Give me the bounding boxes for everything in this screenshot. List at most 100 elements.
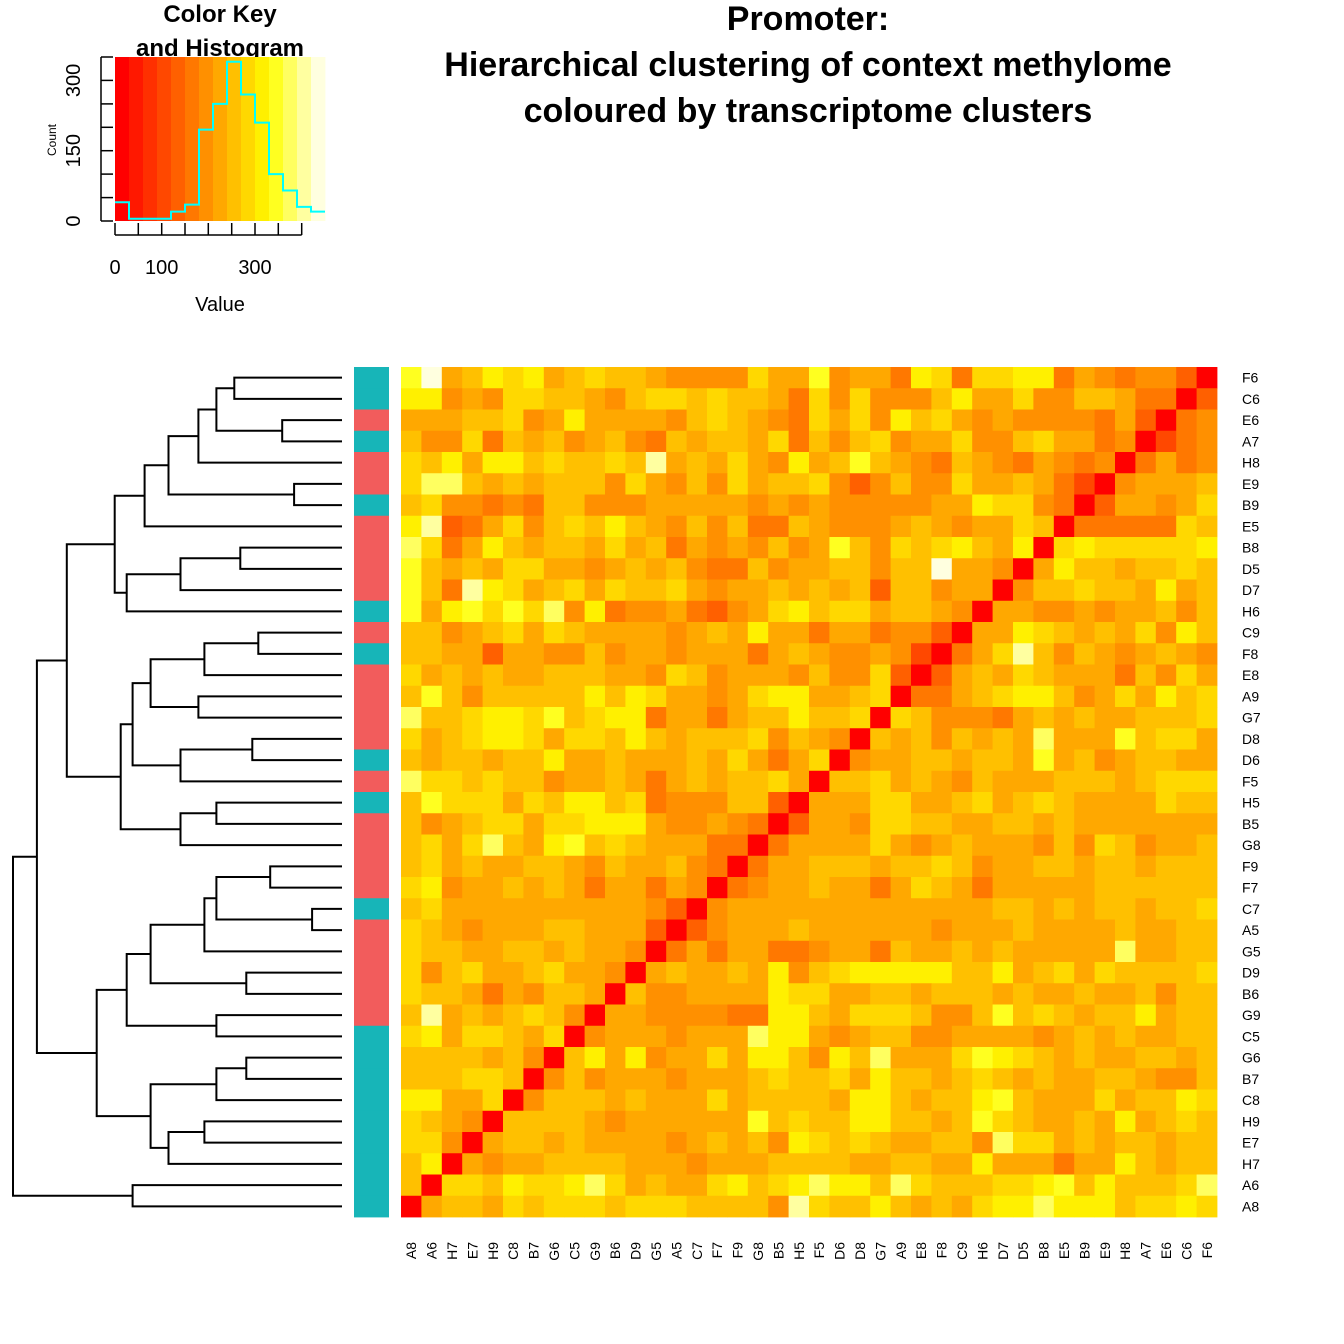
heatmap-cell: [1074, 1153, 1095, 1175]
heatmap-cell: [523, 600, 545, 623]
heatmap-cell: [788, 1089, 810, 1112]
heatmap-cell: [788, 430, 810, 453]
heatmap-cell: [768, 1132, 789, 1154]
heatmap-cell: [829, 537, 851, 559]
heatmap-cell: [1196, 537, 1218, 559]
heatmap-cell: [1176, 707, 1197, 729]
heatmap-cell: [911, 813, 932, 835]
dendrogram-branch: [245, 1056, 342, 1080]
heatmap-cell: [543, 1174, 565, 1197]
color-key-gradient: [115, 57, 326, 221]
row-side-color: [354, 558, 389, 580]
heatmap-cell: [1135, 1110, 1157, 1133]
heatmap-cell: [992, 877, 1014, 899]
row-label: A5: [1242, 922, 1259, 938]
row-side-color: [354, 813, 389, 835]
heatmap-cell: [564, 940, 585, 963]
heatmap-cell: [931, 1068, 953, 1090]
heatmap-cell: [809, 770, 830, 793]
heatmap-cell: [829, 1195, 851, 1218]
column-label: A5: [668, 1242, 684, 1259]
heatmap-cell: [992, 1068, 1014, 1090]
heatmap-cell: [707, 1174, 728, 1197]
heatmap-cell: [543, 962, 565, 984]
heatmap-cell: [462, 855, 483, 878]
row-label: G8: [1242, 837, 1261, 853]
heatmap-cell: [503, 1089, 524, 1112]
dendrogram-branch: [149, 1083, 217, 1149]
heatmap-cell: [707, 834, 728, 857]
heatmap-cell: [1074, 430, 1095, 453]
heatmap-cell: [605, 749, 626, 772]
heatmap-cell: [503, 1195, 524, 1218]
row-side-color: [354, 430, 389, 453]
heatmap-cell: [707, 792, 728, 814]
row-label: E8: [1242, 667, 1259, 683]
heatmap-cell: [809, 1153, 830, 1175]
heatmap-cell: [951, 473, 973, 495]
row-label: B7: [1242, 1071, 1259, 1087]
heatmap-cell: [1196, 1004, 1218, 1027]
heatmap-cell: [1094, 409, 1116, 432]
heatmap-cell: [584, 898, 606, 920]
heatmap-cell: [482, 537, 504, 559]
heatmap-cell: [972, 1025, 993, 1048]
heatmap-cell: [1155, 749, 1177, 772]
heatmap-cell: [911, 643, 932, 665]
heatmap-cell: [1053, 367, 1075, 389]
heatmap-cell: [543, 452, 565, 474]
heatmap-cell: [788, 962, 810, 984]
heatmap-cell: [972, 1132, 993, 1154]
heatmap-cell: [707, 728, 728, 750]
heatmap-cell: [645, 855, 667, 878]
heatmap-cell: [829, 770, 851, 793]
heatmap-cell: [931, 749, 953, 772]
heatmap-cell: [605, 600, 626, 623]
heatmap-cell: [1094, 962, 1116, 984]
heatmap-cell: [605, 537, 626, 559]
heatmap-cell: [605, 558, 626, 580]
heatmap-cell: [543, 707, 565, 729]
heatmap-cell: [523, 579, 545, 602]
heatmap-cell: [401, 1047, 422, 1069]
heatmap-cell: [462, 749, 483, 772]
heatmap-cell: [890, 537, 912, 559]
row-label: A6: [1242, 1177, 1259, 1193]
heatmap-cell: [707, 1004, 728, 1027]
heatmap-cell: [707, 537, 728, 559]
heatmap-cell: [1155, 1195, 1177, 1218]
heatmap-cell: [523, 707, 545, 729]
heatmap-cell: [645, 877, 667, 899]
heatmap-cell: [482, 1110, 504, 1133]
heatmap-cell: [1135, 1089, 1157, 1112]
heatmap-cell: [1135, 728, 1157, 750]
heatmap-cell: [543, 919, 565, 942]
heatmap-cell: [401, 452, 422, 474]
heatmap-cell: [911, 1174, 932, 1197]
heatmap-cell: [686, 1004, 708, 1027]
heatmap-cell: [441, 1174, 463, 1197]
heatmap-cell: [1033, 940, 1055, 963]
heatmap-cell: [605, 452, 626, 474]
heatmap-cell: [462, 622, 483, 644]
heatmap-cell: [401, 813, 422, 835]
column-label: H6: [974, 1242, 990, 1260]
heatmap-cell: [503, 1110, 524, 1133]
heatmap-cell: [931, 813, 953, 835]
heatmap-cell: [951, 1047, 973, 1069]
heatmap-cell: [809, 707, 830, 729]
heatmap-cell: [1094, 515, 1116, 538]
heatmap-cell: [747, 855, 769, 878]
heatmap-cell: [1135, 898, 1157, 920]
heatmap-cell: [727, 855, 749, 878]
dendrogram-branch: [12, 855, 133, 1197]
heatmap-cell: [421, 834, 443, 857]
heatmap-cell: [747, 1195, 769, 1218]
heatmap-cell: [1135, 707, 1157, 729]
heatmap-cell: [503, 940, 524, 963]
heatmap-cell: [625, 834, 647, 857]
heatmap-cell: [564, 983, 585, 1005]
heatmap-cell: [727, 728, 749, 750]
row-side-color: [354, 579, 389, 602]
heatmap-cell: [543, 1089, 565, 1112]
